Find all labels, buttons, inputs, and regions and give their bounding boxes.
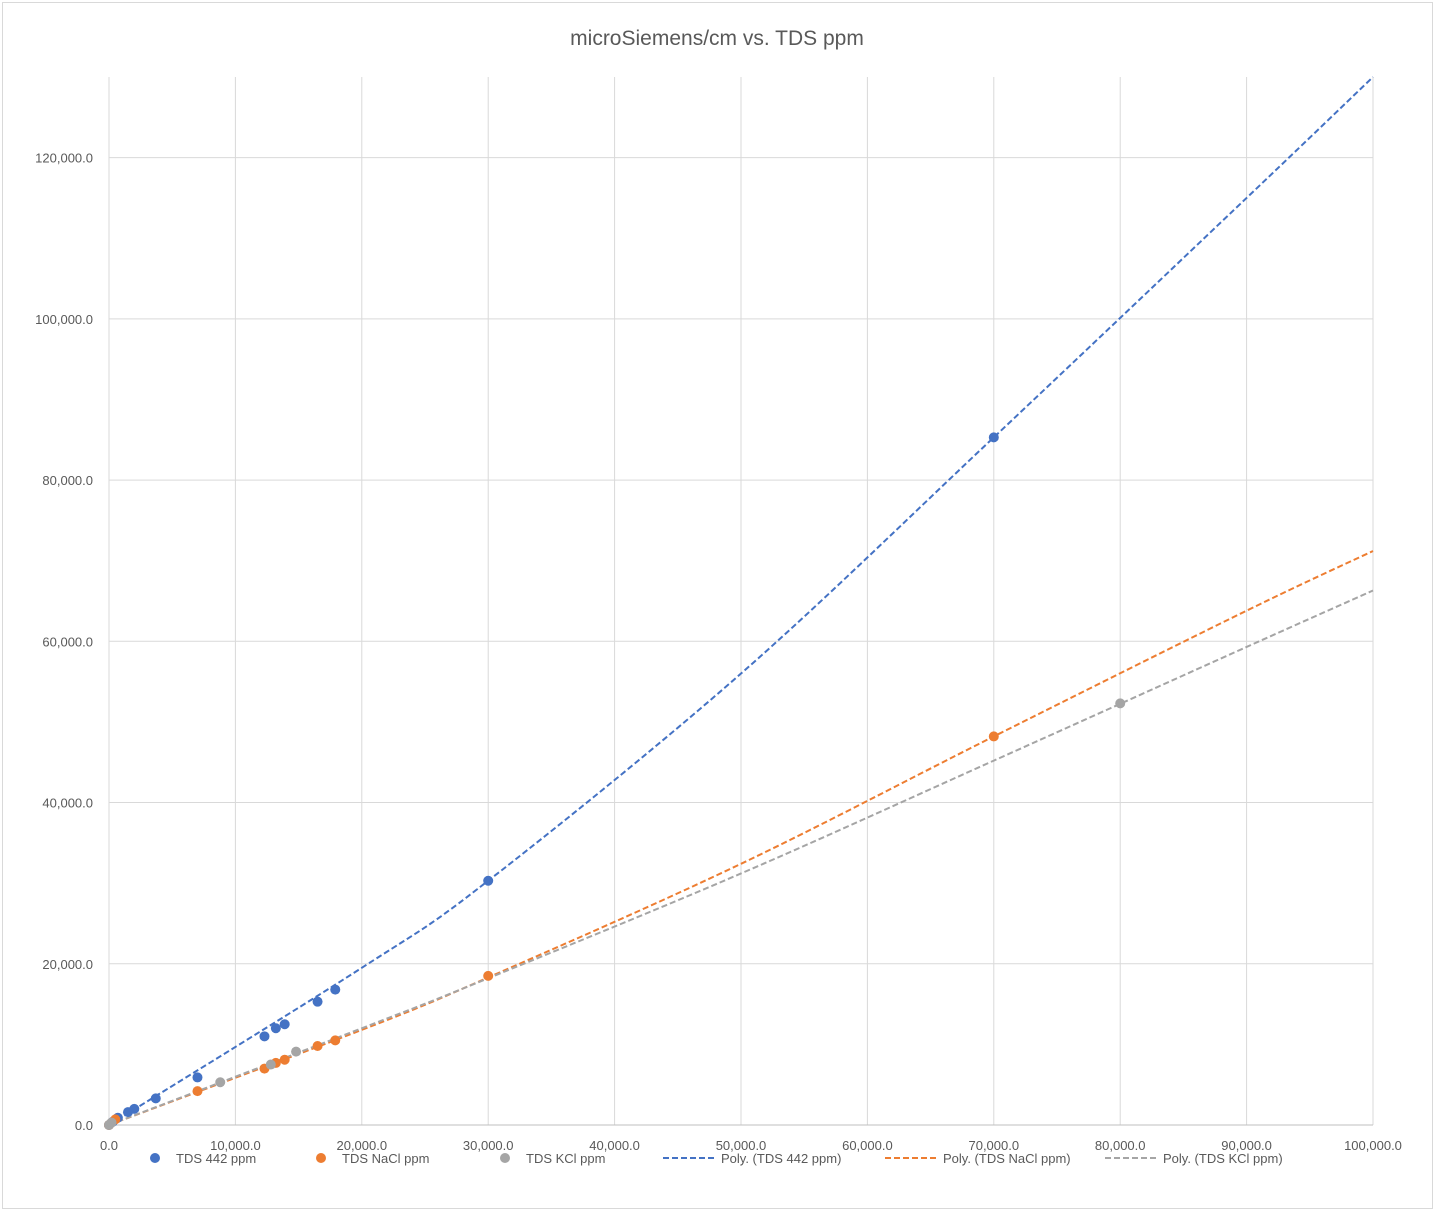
x-tick-label: 10,000.0 [210,1138,261,1153]
legend-label: Poly. (TDS KCl ppm) [1163,1151,1283,1166]
legend-label: TDS NaCl ppm [342,1151,429,1166]
data-point [129,1103,140,1114]
data-point [150,1093,161,1104]
data-point [483,970,494,981]
trendlines [108,76,1374,1126]
x-tick-label: 60,000.0 [842,1138,893,1153]
axis-labels: 0.0 10,000.0 20,000.0 30,000.0 40,000.0 50,00… [35,151,1402,1153]
x-tick-label: 0.0 [100,1138,118,1153]
data-point [215,1077,226,1088]
trendline [108,589,1374,1126]
x-tick-label: 40,000.0 [589,1138,640,1153]
data-point [192,1086,203,1097]
gridlines [108,77,1374,1126]
data-point [279,1019,290,1030]
data-point [270,1023,281,1034]
data-point [265,1059,276,1070]
data-point [259,1031,270,1042]
data-point [312,996,323,1007]
legend-marker [500,1153,510,1163]
data-point [312,1040,323,1051]
data-point [330,1035,341,1046]
data-point [988,731,999,742]
legend-label: Poly. (TDS 442 ppm) [721,1151,841,1166]
x-tick-label: 70,000.0 [968,1138,1019,1153]
y-tick-label: 80,000.0 [42,473,93,488]
x-tick-label: 20,000.0 [336,1138,387,1153]
data-point [330,984,341,995]
y-tick-label: 100,000.0 [35,312,93,327]
y-tick-label: 60,000.0 [42,634,93,649]
data-point [483,875,494,886]
legend: TDS 442 ppm TDS NaCl ppm TDS KCl ppm Poly. … [150,1151,1283,1166]
x-tick-label: 80,000.0 [1095,1138,1146,1153]
legend-marker [150,1153,160,1163]
data-point [279,1054,290,1065]
legend-label: TDS KCl ppm [526,1151,605,1166]
data-point [291,1046,302,1057]
legend-label: Poly. (TDS NaCl ppm) [943,1151,1071,1166]
y-tick-label: 0.0 [75,1118,93,1133]
trendline [108,550,1374,1126]
y-tick-label: 40,000.0 [42,796,93,811]
legend-label: TDS 442 ppm [176,1151,256,1166]
chart-title: microSiemens/cm vs. TDS ppm [570,27,864,50]
y-tick-label: 120,000.0 [35,151,93,166]
x-tick-label: 90,000.0 [1221,1138,1272,1153]
data-point [106,1117,117,1128]
trendline [108,76,1374,1126]
data-points [104,432,1126,1130]
data-point [192,1072,203,1083]
x-tick-label: 30,000.0 [463,1138,514,1153]
data-point [1115,698,1126,709]
scatter-chart: microSiemens/cm vs. TDS ppm 0.0 10,000.0 2… [35,27,1402,1166]
legend-marker [316,1153,326,1163]
x-tick-label: 100,000.0 [1344,1138,1402,1153]
x-tick-label: 50,000.0 [716,1138,767,1153]
data-point [988,432,999,443]
y-tick-label: 20,000.0 [42,957,93,972]
